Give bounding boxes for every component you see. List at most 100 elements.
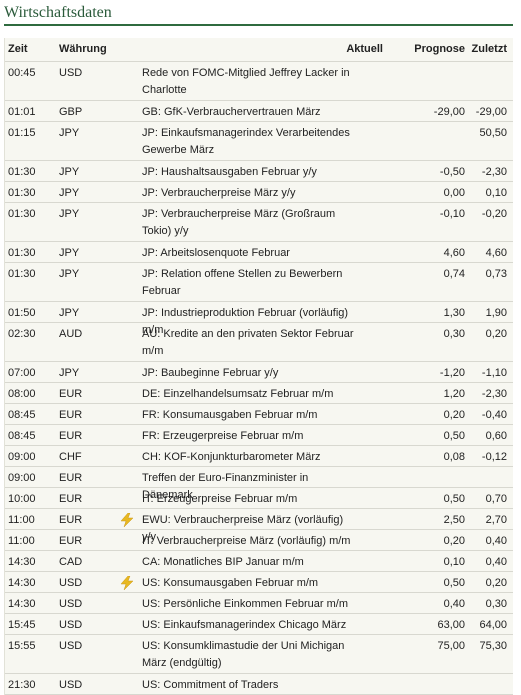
table-body: 00:45 USD Rede von FOMC-Mitglied Jeffrey L… — [5, 62, 513, 695]
table-row[interactable]: 01:30 JPY JP: Verbraucherpreise März y/y 0,… — [5, 182, 513, 203]
event-name: IT: Erzeugerpreise Februar m/m — [142, 493, 298, 505]
event-previous: 0,20 — [485, 328, 507, 340]
event-previous: -2,30 — [481, 166, 507, 178]
table-row[interactable]: 01:01 GBP GB: GfK-Verbrauchervertrauen Mär… — [5, 101, 513, 122]
event-time: 10:00 — [8, 493, 36, 505]
table-row[interactable]: 14:30 USD US: Konsumausgaben Februar m/m 0,… — [5, 572, 513, 593]
table-row[interactable]: 01:30 JPY JP: Verbraucherpreise März (Groß… — [5, 203, 513, 242]
table-row[interactable]: 02:30 AUD AU: Kredite an den privaten Sekt… — [5, 323, 513, 362]
event-currency: EUR — [59, 388, 83, 400]
event-currency: EUR — [59, 514, 83, 526]
event-name: AU: Kredite an den privaten Sektor Febru… — [142, 328, 354, 357]
event-previous: 50,50 — [479, 127, 507, 139]
column-header-previous: Zuletzt — [471, 43, 507, 55]
event-forecast: 0,20 — [443, 535, 465, 547]
event-previous: -1,10 — [481, 367, 507, 379]
table-row[interactable]: 07:00 JPY JP: Baubeginne Februar y/y -1,20 -… — [5, 362, 513, 383]
event-currency: USD — [59, 640, 83, 652]
event-previous: 0,30 — [485, 598, 507, 610]
event-time: 11:00 — [8, 514, 35, 526]
event-time: 01:30 — [8, 268, 36, 280]
event-name: GB: GfK-Verbrauchervertrauen März — [142, 106, 321, 118]
event-currency: GBP — [59, 106, 83, 118]
event-currency: JPY — [59, 208, 80, 220]
table-row[interactable]: 15:55 USD US: Konsumklimastudie der Uni Mi… — [5, 635, 513, 674]
event-previous: 1,90 — [485, 307, 507, 319]
event-currency: CAD — [59, 556, 83, 568]
event-name: EWU: Verbraucherpreise März (vorläufig) … — [142, 514, 344, 543]
table-row[interactable]: 01:30 JPY JP: Arbeitslosenquote Februar 4,6… — [5, 242, 513, 263]
event-forecast: -0,10 — [439, 208, 465, 220]
event-currency: USD — [59, 67, 83, 79]
event-time: 02:30 — [8, 328, 36, 340]
event-name: FR: Erzeugerpreise Februar m/m — [142, 430, 304, 442]
column-header-time: Zeit — [8, 43, 28, 55]
event-currency: USD — [59, 619, 83, 631]
event-time: 15:55 — [8, 640, 36, 652]
column-header-forecast: Prognose — [414, 43, 465, 55]
event-name: US: Persönliche Einkommen Februar m/m — [142, 598, 349, 610]
table-row[interactable]: 11:00 EUR IT: Verbraucherpreise März (vorl… — [5, 530, 513, 551]
table-row[interactable]: 14:30 USD US: Persönliche Einkommen Februa… — [5, 593, 513, 614]
event-previous: -0,12 — [481, 451, 507, 463]
event-name: US: Commitment of Traders — [142, 679, 279, 691]
table-row[interactable]: 11:00 EUR EWU: Verbraucherpreise März (vor… — [5, 509, 513, 543]
event-forecast: 0,00 — [443, 187, 465, 199]
event-previous: 64,00 — [479, 619, 507, 631]
event-time: 08:45 — [8, 409, 36, 421]
table-row[interactable]: 08:00 EUR DE: Einzelhandelsumsatz Februar … — [5, 383, 513, 404]
table-row[interactable]: 14:30 CAD CA: Monatliches BIP Januar m/m 0,… — [5, 551, 513, 572]
event-forecast: 0,50 — [443, 577, 465, 589]
table-row[interactable]: 21:30 USD US: Commitment of Traders — [5, 674, 513, 695]
table-row[interactable]: 09:00 CHF CH: KOF-Konjunkturbarometer März… — [5, 446, 513, 467]
table-row[interactable]: 01:30 JPY JP: Haushaltsausgaben Februar y/… — [5, 161, 513, 182]
event-currency: USD — [59, 598, 83, 610]
event-forecast: 0,10 — [443, 556, 465, 568]
event-name: Rede von FOMC-Mitglied Jeffrey Lacker in… — [142, 67, 350, 96]
event-time: 01:50 — [8, 307, 36, 319]
event-previous: -0,20 — [481, 208, 507, 220]
event-currency: CHF — [59, 451, 82, 463]
table-row[interactable]: 15:45 USD US: Einkaufsmanagerindex Chicago… — [5, 614, 513, 635]
event-name: CA: Monatliches BIP Januar m/m — [142, 556, 304, 568]
flash-icon — [119, 576, 137, 590]
event-previous: 0,73 — [485, 268, 507, 280]
event-time: 01:30 — [8, 208, 36, 220]
event-name: JP: Haushaltsausgaben Februar y/y — [142, 166, 317, 178]
event-previous: 0,60 — [485, 430, 507, 442]
table-row[interactable]: 08:45 EUR FR: Konsumausgaben Februar m/m 0,… — [5, 404, 513, 425]
table-row[interactable]: 09:00 EUR Treffen der Euro-Finanzminister … — [5, 467, 513, 501]
event-currency: AUD — [59, 328, 83, 340]
event-time: 01:30 — [8, 187, 36, 199]
event-previous: 0,20 — [485, 577, 507, 589]
event-previous: 0,40 — [485, 535, 507, 547]
economic-calendar-table: Zeit Währung Aktuell Prognose Zuletzt 00… — [4, 38, 513, 695]
table-row[interactable]: 01:50 JPY JP: Industrieproduktion Februar … — [5, 302, 513, 336]
table-row[interactable]: 08:45 EUR FR: Erzeugerpreise Februar m/m 0,… — [5, 425, 513, 446]
event-time: 08:45 — [8, 430, 36, 442]
table-row[interactable]: 10:00 EUR IT: Erzeugerpreise Februar m/m 0,… — [5, 488, 513, 509]
event-forecast: 0,20 — [443, 409, 465, 421]
event-currency: JPY — [59, 367, 80, 379]
event-forecast: 0,74 — [443, 268, 465, 280]
event-forecast: -29,00 — [433, 106, 465, 118]
event-previous: 75,30 — [479, 640, 507, 652]
event-forecast: 0,50 — [443, 493, 465, 505]
event-forecast: 2,50 — [443, 514, 465, 526]
table-header: Zeit Währung Aktuell Prognose Zuletzt — [5, 38, 513, 62]
event-forecast: 0,08 — [443, 451, 465, 463]
event-time: 07:00 — [8, 367, 36, 379]
table-row[interactable]: 00:45 USD Rede von FOMC-Mitglied Jeffrey L… — [5, 62, 513, 101]
event-forecast: 0,40 — [443, 598, 465, 610]
event-name: IT: Verbraucherpreise März (vorläufig) m… — [142, 535, 351, 547]
event-time: 01:30 — [8, 247, 36, 259]
event-time: 15:45 — [8, 619, 36, 631]
event-forecast: 1,20 — [443, 388, 465, 400]
table-row[interactable]: 01:30 JPY JP: Relation offene Stellen zu B… — [5, 263, 513, 302]
event-name: JP: Arbeitslosenquote Februar — [142, 247, 290, 259]
table-row[interactable]: 01:15 JPY JP: Einkaufsmanagerindex Verarbe… — [5, 122, 513, 161]
event-time: 01:01 — [8, 106, 36, 118]
event-time: 11:00 — [8, 535, 35, 547]
event-time: 08:00 — [8, 388, 36, 400]
